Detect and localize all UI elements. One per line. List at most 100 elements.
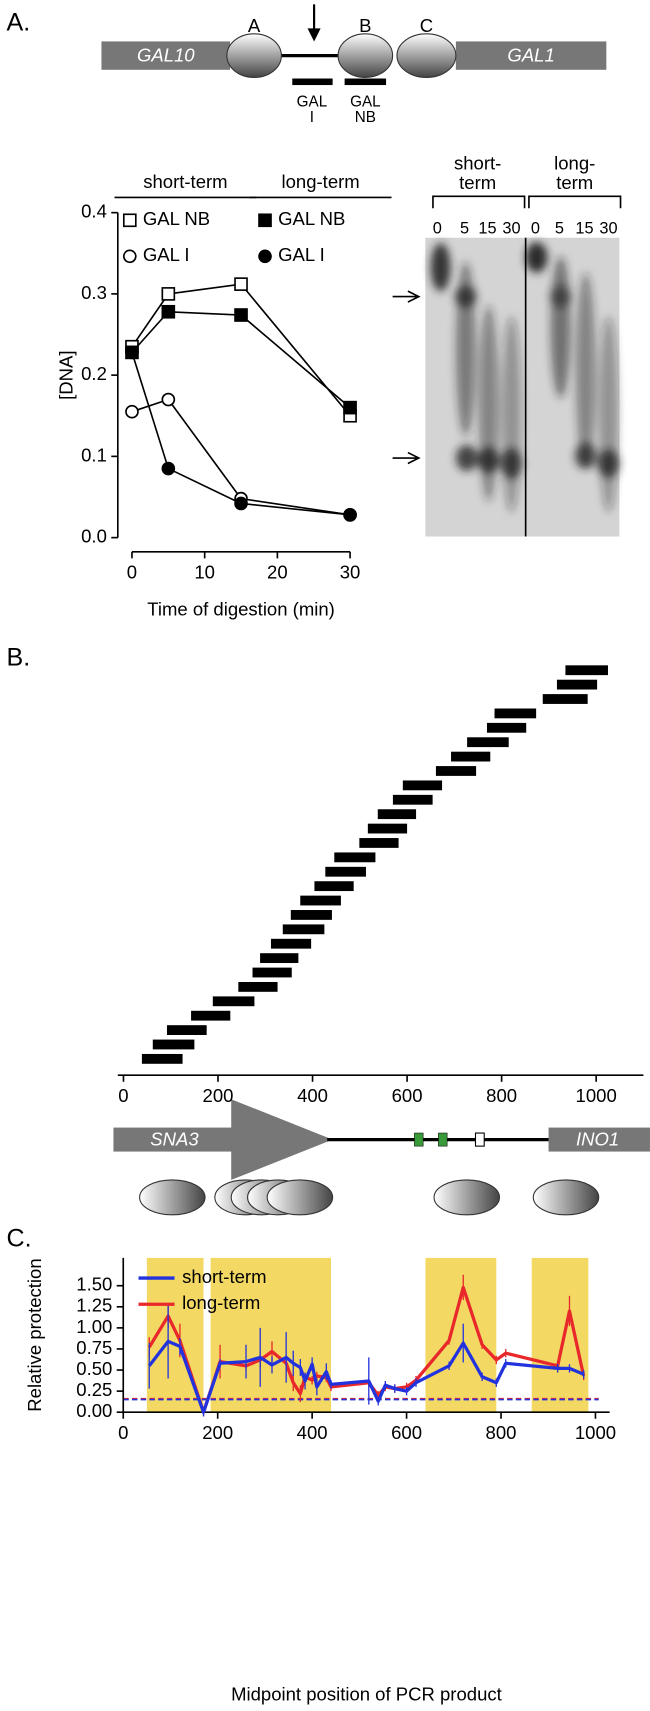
x-tick-label: 400 xyxy=(297,1085,328,1106)
legend-label: GAL NB xyxy=(278,208,345,229)
y-axis-label: Relative protection xyxy=(24,1258,45,1411)
marker xyxy=(161,392,176,407)
pcr-product xyxy=(152,1039,195,1050)
nucleosome xyxy=(532,1179,600,1216)
marker xyxy=(258,213,272,228)
pcr-product xyxy=(486,722,527,733)
gene-box xyxy=(113,1127,236,1152)
nucleosome xyxy=(396,33,457,78)
nucleosome xyxy=(337,33,394,78)
y-tick-label: 0.4 xyxy=(81,201,107,222)
nucleosome xyxy=(226,33,282,78)
x-tick-label: 0 xyxy=(118,1422,128,1443)
series-line xyxy=(131,352,351,516)
pcr-product xyxy=(325,866,366,877)
region-label: NB xyxy=(355,109,376,126)
y-axis-label: [DNA] xyxy=(56,350,77,399)
marker xyxy=(161,287,176,301)
gene-label: INO1 xyxy=(576,1129,619,1150)
marker xyxy=(234,308,248,322)
pcr-product xyxy=(166,1025,207,1035)
gene-box xyxy=(101,41,231,70)
lane-label: 0 xyxy=(531,219,540,237)
legend-label: GAL NB xyxy=(143,208,210,229)
gel: short- term long- term 0 5 15 30 0 5 15 … xyxy=(392,153,622,537)
marker xyxy=(161,461,176,476)
pcr-product xyxy=(300,895,341,906)
x-tick-label: 600 xyxy=(392,1085,423,1106)
nucleosome-label: C xyxy=(420,15,433,36)
pcr-product xyxy=(191,1010,231,1021)
gel-bands xyxy=(430,242,620,513)
shaded-region xyxy=(531,1257,589,1413)
marker xyxy=(122,213,137,228)
pcr-product xyxy=(212,996,255,1007)
x-tick-label: 600 xyxy=(391,1422,422,1443)
legend-label: GAL I xyxy=(278,244,325,265)
series-line xyxy=(131,310,351,409)
marker xyxy=(343,508,357,522)
x-axis-label: Time of digestion (min) xyxy=(147,599,335,620)
amplicon xyxy=(344,78,387,86)
lane-label: 0 xyxy=(433,219,442,237)
lane-label: 5 xyxy=(460,219,469,237)
legend-label: GAL I xyxy=(143,244,190,265)
band-arrows xyxy=(392,290,421,465)
y-tick-label: 0.2 xyxy=(81,363,107,384)
pcr-product xyxy=(270,938,312,949)
series-line xyxy=(131,283,351,417)
y-tick-label: 0.0 xyxy=(81,526,107,547)
marker xyxy=(122,249,137,264)
x-tick-label: 0 xyxy=(127,561,137,582)
nucleosome xyxy=(139,1179,206,1216)
gene-label: GAL10 xyxy=(137,45,195,66)
lane-label: 30 xyxy=(599,219,617,237)
panel-label: A. xyxy=(7,9,31,37)
x-tick-label: 200 xyxy=(202,1422,233,1443)
x-axis-label: Midpoint position of PCR product xyxy=(231,1684,503,1705)
y-tick-label: 0.00 xyxy=(76,1400,112,1421)
x-tick-label: 30 xyxy=(340,561,361,582)
pcr-product xyxy=(565,665,608,676)
y-tick-label: 1.25 xyxy=(76,1295,112,1316)
pcr-product xyxy=(367,823,408,834)
gel-header: term xyxy=(459,172,496,193)
y-tick-label: 0.25 xyxy=(76,1379,112,1400)
nucleosome xyxy=(266,1179,334,1216)
gel-header: term xyxy=(556,172,593,193)
gene-box xyxy=(455,41,607,70)
y-tick-label: 0.50 xyxy=(76,1358,112,1379)
pcr-product xyxy=(377,809,417,820)
pcr-product xyxy=(260,953,299,964)
legend-label: long-term xyxy=(182,1292,260,1313)
y-tick-label: 0.75 xyxy=(76,1337,112,1358)
shaded-region xyxy=(210,1257,332,1413)
x-tick-label: 1000 xyxy=(575,1422,616,1443)
gene-arrow xyxy=(231,1099,333,1180)
pcr-product xyxy=(314,881,354,892)
bracket xyxy=(432,195,622,209)
nucleosome-label: A xyxy=(248,15,261,36)
legend-label: short-term xyxy=(182,1266,266,1287)
amplicon xyxy=(292,78,333,86)
marker xyxy=(343,400,357,415)
y-tick-label: 0.1 xyxy=(81,444,107,465)
lane-label: 5 xyxy=(555,219,564,237)
marker xyxy=(234,496,248,511)
pcr-product xyxy=(392,794,433,805)
marker xyxy=(258,249,272,264)
gel-header: long- xyxy=(554,153,595,174)
ino1-map: SNA3 INO1 xyxy=(113,1099,650,1216)
pcr-product xyxy=(238,981,278,992)
marker xyxy=(161,304,176,319)
lane-label: 15 xyxy=(478,219,496,237)
region-label: GAL xyxy=(297,94,328,111)
pcr-product xyxy=(282,924,325,935)
series-line xyxy=(131,398,351,516)
series-line xyxy=(147,1339,585,1414)
arrowhead xyxy=(307,28,321,42)
x-tick-label: 10 xyxy=(194,561,215,582)
shaded-region xyxy=(425,1257,497,1413)
region-label: GAL xyxy=(350,94,381,111)
